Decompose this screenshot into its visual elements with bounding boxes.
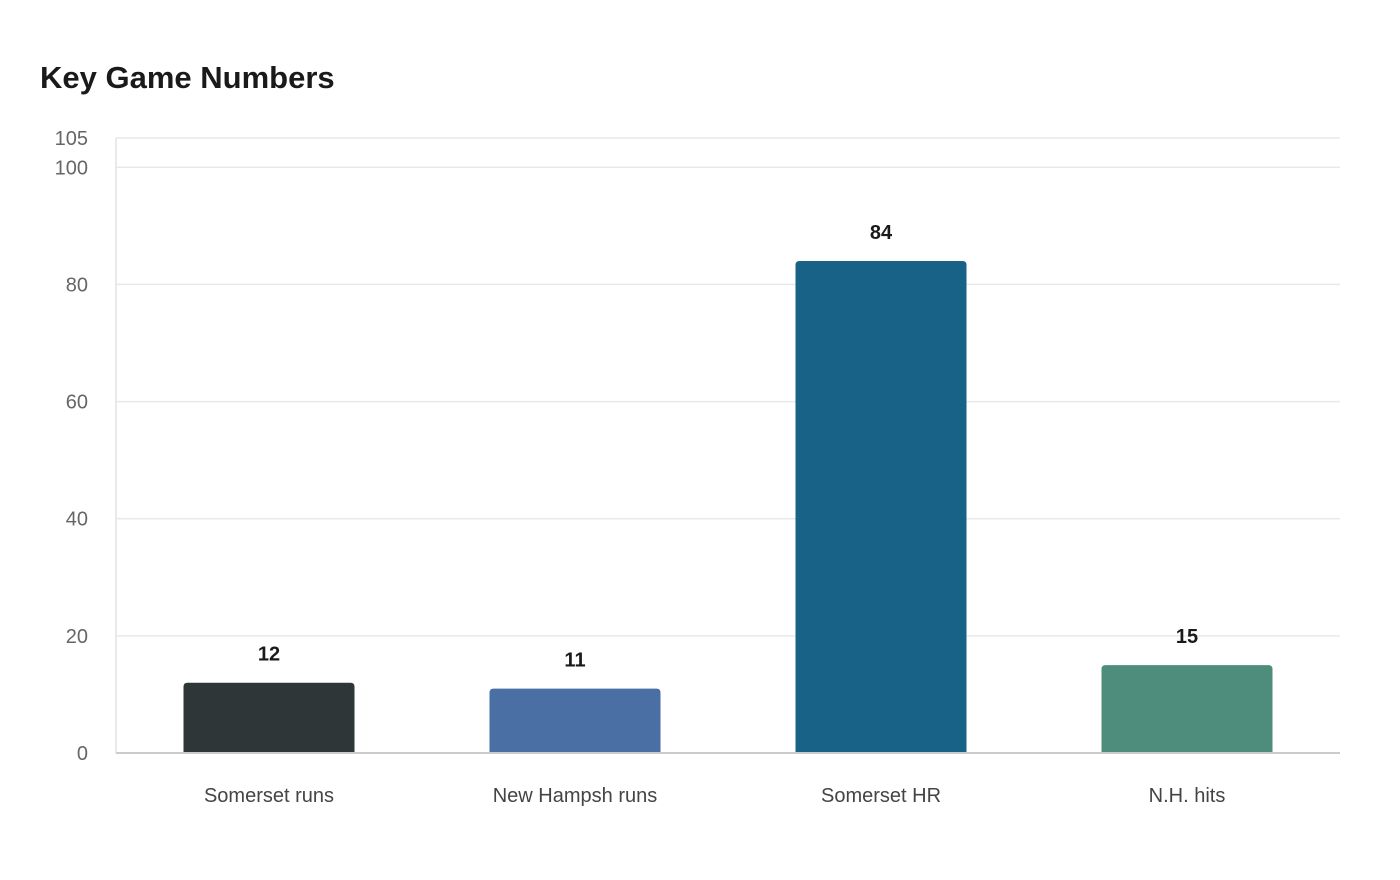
bar-value-label: 11 — [564, 650, 585, 672]
x-tick-label: N.H. hits — [1149, 785, 1226, 807]
y-tick-label: 20 — [66, 626, 88, 648]
bar — [183, 682, 355, 753]
bar-value-label: 15 — [1176, 626, 1198, 648]
bar-value-label: 84 — [870, 222, 893, 244]
chart-title: Key Game Numbers — [40, 60, 335, 95]
y-tick-label: 80 — [66, 274, 88, 296]
bars: 12 11 84 15 — [183, 222, 1273, 753]
x-tick-label: Somerset runs — [204, 785, 334, 807]
y-tick-label: 0 — [77, 743, 88, 765]
x-axis: Somerset runs New Hampsh runs Somerset HR N… — [116, 752, 1340, 807]
y-tick-label: 105 — [55, 128, 88, 150]
x-tick-label: Somerset HR — [821, 785, 941, 807]
y-tick-label: 60 — [66, 392, 88, 414]
x-tick-label: New Hampsh runs — [493, 785, 658, 807]
y-tick-label: 100 — [55, 157, 88, 179]
bar-value-label: 12 — [258, 644, 280, 666]
y-tick-label: 40 — [66, 509, 88, 531]
bar — [795, 261, 967, 753]
bar — [1101, 665, 1273, 753]
gridlines — [116, 137, 1340, 637]
bar — [489, 688, 661, 753]
y-axis: 0 20 40 60 80 100 105 — [55, 128, 117, 765]
